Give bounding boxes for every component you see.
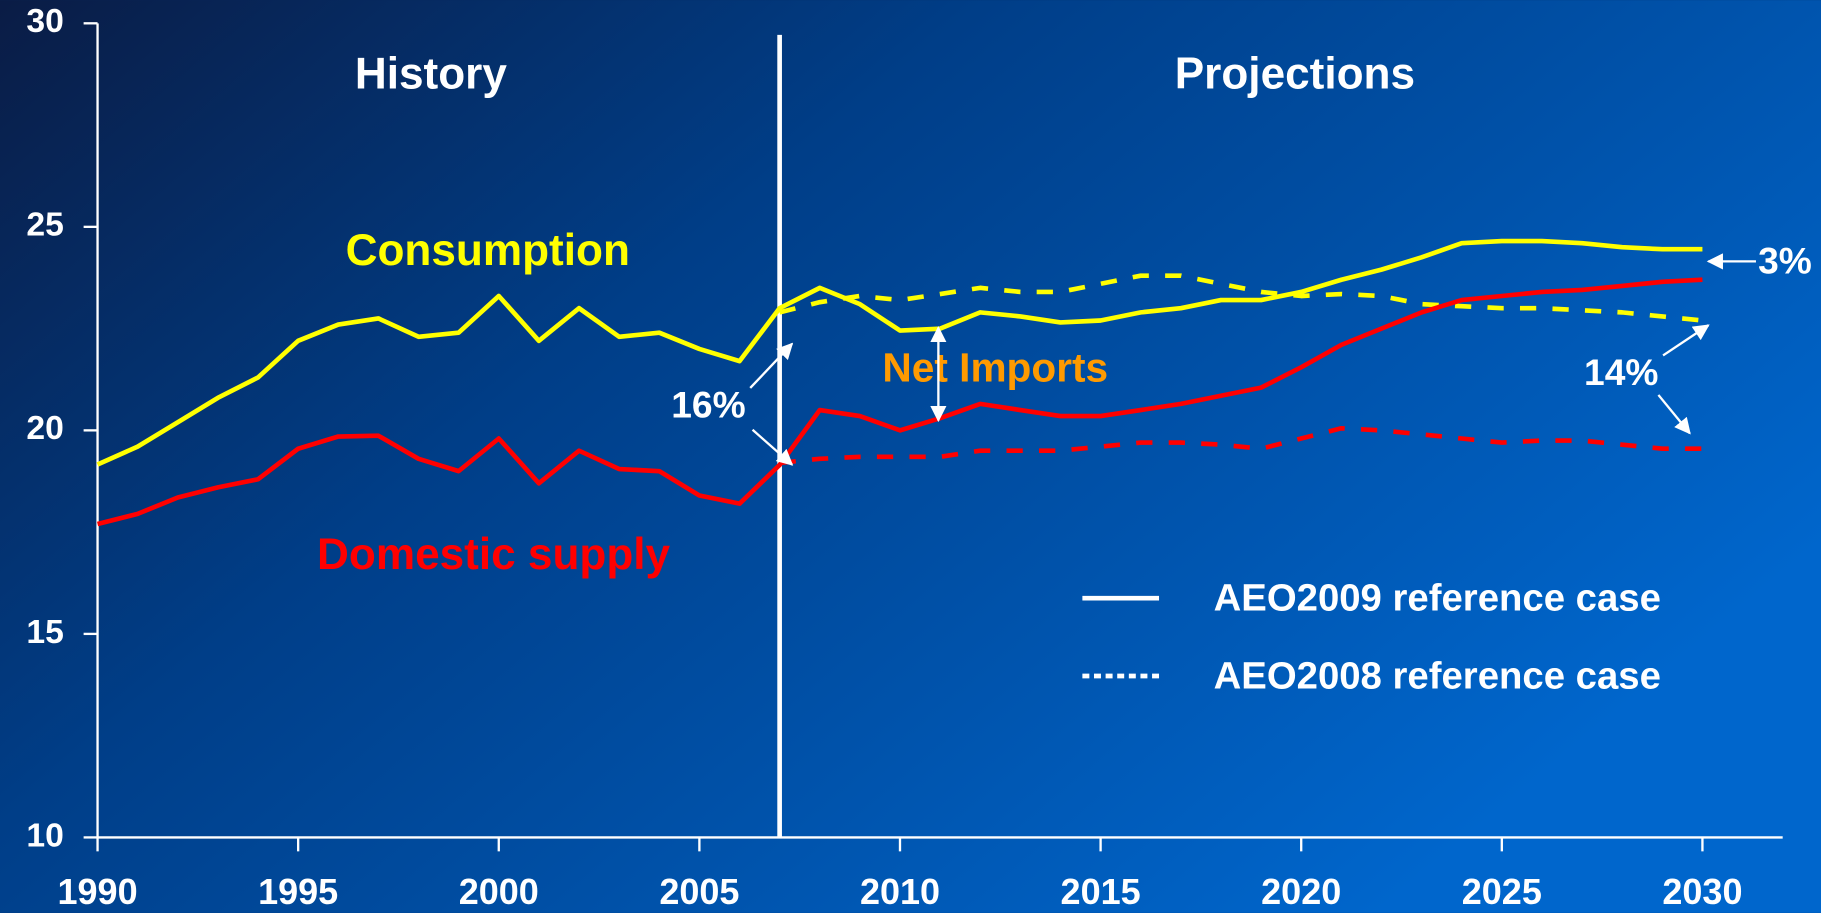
series-line <box>96 277 1703 527</box>
y-tick-label: 20 <box>26 410 63 447</box>
legend-label: AEO2009 reference case <box>1214 577 1661 620</box>
x-tick-label: 2010 <box>860 871 940 912</box>
y-tick-label: 25 <box>26 207 63 244</box>
x-tick-label: 1990 <box>58 871 138 912</box>
x-tick-label: 2000 <box>459 871 539 912</box>
projections-label: Projections <box>1175 49 1415 98</box>
gap-2007-arrow <box>751 428 794 466</box>
history-label: History <box>355 49 507 98</box>
series-label: Domestic supply <box>317 530 671 579</box>
gap-2030-2008-arrow <box>1657 394 1691 435</box>
gap-2030-2008-arrow <box>1662 324 1710 357</box>
gap-2007-arrow <box>749 342 794 389</box>
x-tick-label: 2005 <box>659 871 739 912</box>
x-tick-label: 2020 <box>1261 871 1341 912</box>
series-line <box>96 238 1703 467</box>
x-tick-label: 2030 <box>1662 871 1742 912</box>
y-tick-label: 10 <box>26 817 63 854</box>
series-line <box>779 425 1703 466</box>
gap-2030-2009-label: 3% <box>1758 240 1812 282</box>
y-tick-label: 30 <box>26 3 63 40</box>
legend-label: AEO2008 reference case <box>1214 654 1661 697</box>
x-tick-label: 2025 <box>1462 871 1542 912</box>
y-tick-label: 15 <box>26 614 63 651</box>
x-tick-label: 1995 <box>258 871 338 912</box>
net-imports-label: Net Imports <box>882 344 1108 390</box>
gap-2007-label: 16% <box>671 384 745 426</box>
series-label: Consumption <box>346 226 630 275</box>
x-tick-label: 2015 <box>1061 871 1141 912</box>
series-line <box>779 273 1703 323</box>
gap-2030-2008-label: 14% <box>1584 351 1658 393</box>
